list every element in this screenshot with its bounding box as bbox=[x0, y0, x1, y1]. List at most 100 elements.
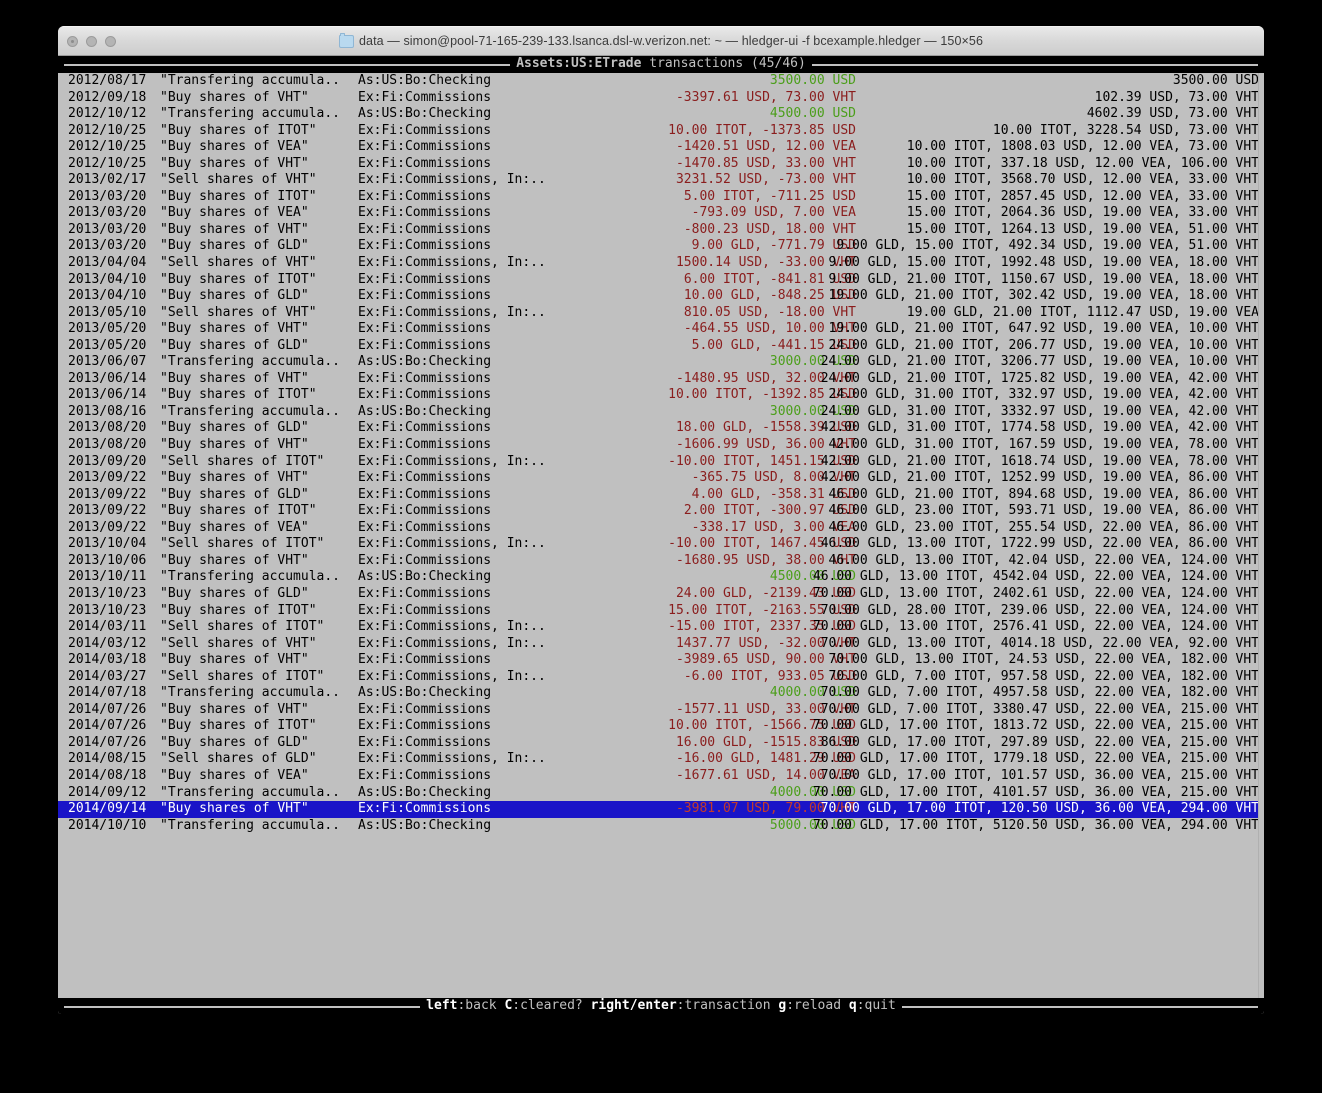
table-row[interactable]: 2013/03/20 "Buy shares of GLD" Ex:Fi:Commi… bbox=[58, 238, 1264, 255]
table-row[interactable]: 2014/03/11 "Sell shares of ITOT" Ex:Fi:Com… bbox=[58, 619, 1264, 636]
table-row[interactable]: 2013/10/23 "Buy shares of ITOT" Ex:Fi:Comm… bbox=[58, 603, 1264, 620]
row-account: As:US:Bo:Checking bbox=[358, 403, 492, 419]
row-amount: -1677.61 USD, 14.00 VEA bbox=[675, 767, 856, 783]
row-account: As:US:Bo:Checking bbox=[358, 354, 492, 370]
table-row[interactable]: 2013/08/16 "Transfering accumula.. As:US:B… bbox=[58, 404, 1264, 421]
row-balance: 9.00 GLD, 21.00 ITOT, 1150.67 USD, 19.00… bbox=[828, 271, 1259, 287]
row-amount: 4500.00 USD bbox=[769, 106, 856, 122]
row-description: "Buy shares of VHT" bbox=[160, 89, 309, 105]
status-action: :cleared? bbox=[512, 998, 591, 1014]
row-amount: 1500.14 USD, -33.00 VHT bbox=[675, 255, 856, 271]
table-row[interactable]: 2014/09/12 "Transfering accumula.. As:US:B… bbox=[58, 785, 1264, 802]
table-row[interactable]: 2014/09/14 "Buy shares of VHT" Ex:Fi:Commi… bbox=[58, 801, 1264, 818]
table-row[interactable]: 2012/10/25 "Buy shares of VHT" Ex:Fi:Commi… bbox=[58, 156, 1264, 173]
table-row[interactable]: 2014/03/27 "Sell shares of ITOT" Ex:Fi:Com… bbox=[58, 669, 1264, 686]
table-row[interactable]: 2013/05/20 "Buy shares of VHT" Ex:Fi:Commi… bbox=[58, 321, 1264, 338]
row-balance: 46.00 GLD, 23.00 ITOT, 593.71 USD, 19.00… bbox=[828, 503, 1259, 519]
row-amount: 6.00 ITOT, -841.81 USD bbox=[683, 271, 856, 287]
table-row[interactable]: 2013/09/22 "Buy shares of VEA" Ex:Fi:Commi… bbox=[58, 520, 1264, 537]
row-account: Ex:Fi:Commissions, In:.. bbox=[358, 668, 546, 684]
row-account: As:US:Bo:Checking bbox=[358, 685, 492, 701]
table-row[interactable]: 2013/10/23 "Buy shares of GLD" Ex:Fi:Commi… bbox=[58, 586, 1264, 603]
table-row[interactable]: 2013/02/17 "Sell shares of VHT" Ex:Fi:Comm… bbox=[58, 172, 1264, 189]
table-row[interactable]: 2014/07/18 "Transfering accumula.. As:US:B… bbox=[58, 685, 1264, 702]
table-row[interactable]: 2013/10/11 "Transfering accumula.. As:US:B… bbox=[58, 569, 1264, 586]
table-row[interactable]: 2013/09/22 "Buy shares of ITOT" Ex:Fi:Comm… bbox=[58, 503, 1264, 520]
row-amount: 16.00 GLD, -1515.83 USD bbox=[675, 734, 856, 750]
table-row[interactable]: 2013/10/06 "Buy shares of VHT" Ex:Fi:Commi… bbox=[58, 553, 1264, 570]
header-rule-right bbox=[811, 63, 1259, 66]
table-row[interactable]: 2013/04/04 "Sell shares of VHT" Ex:Fi:Comm… bbox=[58, 255, 1264, 272]
row-account: Ex:Fi:Commissions, In:.. bbox=[358, 453, 546, 469]
table-row[interactable]: 2014/08/18 "Buy shares of VEA" Ex:Fi:Commi… bbox=[58, 768, 1264, 785]
terminal-window: data — simon@pool-71-165-239-133.lsanca.… bbox=[58, 26, 1264, 1014]
table-row[interactable]: 2013/03/20 "Buy shares of VHT" Ex:Fi:Commi… bbox=[58, 222, 1264, 239]
table-row[interactable]: 2012/10/25 "Buy shares of ITOT" Ex:Fi:Comm… bbox=[58, 123, 1264, 140]
row-account: Ex:Fi:Commissions bbox=[358, 221, 492, 237]
row-description: "Buy shares of ITOT" bbox=[160, 122, 317, 138]
table-row[interactable]: 2013/08/20 "Buy shares of VHT" Ex:Fi:Commi… bbox=[58, 437, 1264, 454]
row-description: "Buy shares of GLD" bbox=[160, 420, 309, 436]
row-date: 2014/03/18 bbox=[68, 652, 147, 668]
row-date: 2013/09/22 bbox=[68, 486, 147, 502]
transaction-list[interactable]: 2012/08/17 "Transfering accumula.. As:US:B… bbox=[58, 73, 1264, 998]
row-account: Ex:Fi:Commissions bbox=[358, 701, 492, 717]
table-row[interactable]: 2014/10/10 "Transfering accumula.. As:US:B… bbox=[58, 818, 1264, 835]
status-bar: left:back C:cleared? right/enter:transac… bbox=[58, 998, 1264, 1014]
row-date: 2014/07/18 bbox=[68, 685, 147, 701]
minimize-button[interactable] bbox=[86, 36, 97, 47]
table-row[interactable]: 2012/10/25 "Buy shares of VEA" Ex:Fi:Commi… bbox=[58, 139, 1264, 156]
row-date: 2014/07/26 bbox=[68, 718, 147, 734]
close-button[interactable] bbox=[67, 36, 78, 47]
row-balance: 70.00 GLD, 17.00 ITOT, 101.57 USD, 36.00… bbox=[820, 767, 1259, 783]
table-row[interactable]: 2014/07/26 "Buy shares of GLD" Ex:Fi:Commi… bbox=[58, 735, 1264, 752]
table-row[interactable]: 2013/04/10 "Buy shares of GLD" Ex:Fi:Commi… bbox=[58, 288, 1264, 305]
row-amount: -365.75 USD, 8.00 VHT bbox=[691, 470, 856, 486]
table-row[interactable]: 2013/09/22 "Buy shares of GLD" Ex:Fi:Commi… bbox=[58, 487, 1264, 504]
vertical-scrollbar[interactable] bbox=[1258, 73, 1264, 998]
row-description: "Buy shares of VHT" bbox=[160, 552, 309, 568]
row-amount: -1577.11 USD, 33.00 VHT bbox=[675, 701, 856, 717]
row-description: "Buy shares of ITOT" bbox=[160, 602, 317, 618]
table-row[interactable]: 2013/03/20 "Buy shares of ITOT" Ex:Fi:Comm… bbox=[58, 189, 1264, 206]
table-row[interactable]: 2013/09/22 "Buy shares of VHT" Ex:Fi:Commi… bbox=[58, 470, 1264, 487]
row-amount: -1480.95 USD, 32.00 VHT bbox=[675, 370, 856, 386]
row-amount: 15.00 ITOT, -2163.55 USD bbox=[668, 602, 856, 618]
row-date: 2014/10/10 bbox=[68, 817, 147, 833]
table-row[interactable]: 2014/08/15 "Sell shares of GLD" Ex:Fi:Comm… bbox=[58, 751, 1264, 768]
table-row[interactable]: 2013/05/20 "Buy shares of GLD" Ex:Fi:Commi… bbox=[58, 338, 1264, 355]
row-amount: 18.00 GLD, -1558.39 USD bbox=[675, 420, 856, 436]
table-row[interactable]: 2013/10/04 "Sell shares of ITOT" Ex:Fi:Com… bbox=[58, 536, 1264, 553]
row-amount: -1420.51 USD, 12.00 VEA bbox=[675, 139, 856, 155]
table-row[interactable]: 2013/06/07 "Transfering accumula.. As:US:B… bbox=[58, 354, 1264, 371]
table-row[interactable]: 2013/06/14 "Buy shares of ITOT" Ex:Fi:Comm… bbox=[58, 387, 1264, 404]
table-row[interactable]: 2013/06/14 "Buy shares of VHT" Ex:Fi:Commi… bbox=[58, 371, 1264, 388]
table-row[interactable]: 2014/07/26 "Buy shares of VHT" Ex:Fi:Commi… bbox=[58, 702, 1264, 719]
table-row[interactable]: 2013/05/10 "Sell shares of VHT" Ex:Fi:Comm… bbox=[58, 305, 1264, 322]
row-account: Ex:Fi:Commissions bbox=[358, 420, 492, 436]
row-balance: 86.00 GLD, 17.00 ITOT, 297.89 USD, 22.00… bbox=[820, 734, 1259, 750]
row-account: Ex:Fi:Commissions bbox=[358, 321, 492, 337]
row-date: 2014/08/18 bbox=[68, 767, 147, 783]
row-description: "Buy shares of ITOT" bbox=[160, 387, 317, 403]
row-balance: 42.00 GLD, 21.00 ITOT, 1252.99 USD, 19.0… bbox=[820, 470, 1259, 486]
app-header-bar: Assets:US:ETrade transactions (45/46) bbox=[58, 56, 1264, 73]
window-controls[interactable] bbox=[67, 36, 116, 47]
table-row[interactable]: 2012/09/18 "Buy shares of VHT" Ex:Fi:Commi… bbox=[58, 90, 1264, 107]
table-row[interactable]: 2014/07/26 "Buy shares of ITOT" Ex:Fi:Comm… bbox=[58, 718, 1264, 735]
table-row[interactable]: 2013/03/20 "Buy shares of VEA" Ex:Fi:Commi… bbox=[58, 205, 1264, 222]
table-row[interactable]: 2013/08/20 "Buy shares of GLD" Ex:Fi:Commi… bbox=[58, 420, 1264, 437]
table-row[interactable]: 2014/03/12 "Sell shares of VHT" Ex:Fi:Comm… bbox=[58, 636, 1264, 653]
table-row[interactable]: 2012/08/17 "Transfering accumula.. As:US:B… bbox=[58, 73, 1264, 90]
row-description: "Buy shares of VHT" bbox=[160, 221, 309, 237]
table-row[interactable]: 2014/03/18 "Buy shares of VHT" Ex:Fi:Commi… bbox=[58, 652, 1264, 669]
table-row[interactable]: 2013/09/20 "Sell shares of ITOT" Ex:Fi:Com… bbox=[58, 454, 1264, 471]
row-date: 2013/04/04 bbox=[68, 255, 147, 271]
window-titlebar[interactable]: data — simon@pool-71-165-239-133.lsanca.… bbox=[58, 26, 1264, 56]
row-amount: 3231.52 USD, -73.00 VHT bbox=[675, 172, 856, 188]
zoom-button[interactable] bbox=[105, 36, 116, 47]
table-row[interactable]: 2013/04/10 "Buy shares of ITOT" Ex:Fi:Comm… bbox=[58, 272, 1264, 289]
row-account: Ex:Fi:Commissions bbox=[358, 387, 492, 403]
row-date: 2013/06/14 bbox=[68, 370, 147, 386]
table-row[interactable]: 2012/10/12 "Transfering accumula.. As:US:B… bbox=[58, 106, 1264, 123]
